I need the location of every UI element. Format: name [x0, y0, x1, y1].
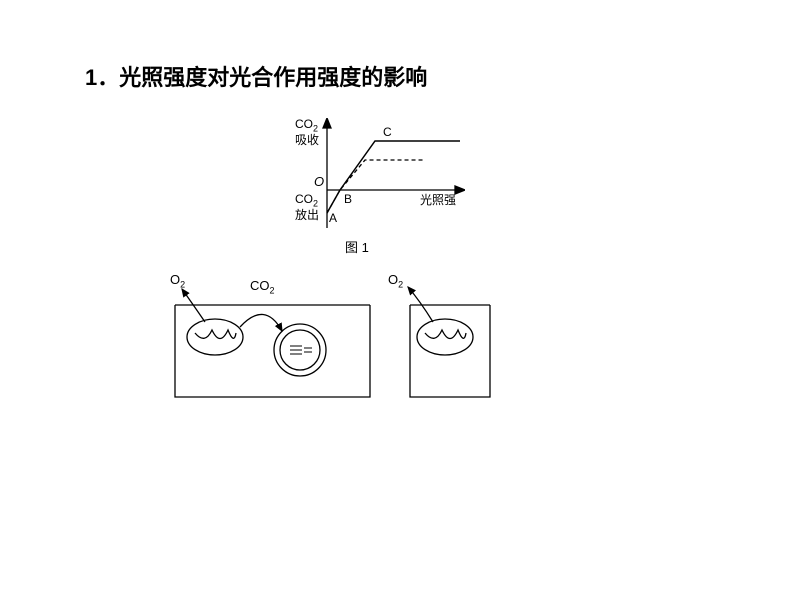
cells-svg — [170, 275, 510, 415]
point-c-label: C — [383, 125, 392, 139]
o2-right-label: O2 — [388, 273, 403, 290]
y-bot-label: CO2 放出 — [295, 193, 319, 222]
title-number: 1． — [85, 65, 119, 90]
cells-diagram: O2 CO2 O2 — [170, 275, 510, 420]
chart-1: O C B A 光照强 CO2 吸收 CO2 放出 图 1 — [265, 118, 465, 273]
title-text: 光照强度对光合作用强度的影响 — [119, 65, 427, 90]
y-top-label: CO2 吸收 — [295, 118, 319, 147]
page: 1．光照强度对光合作用强度的影响 O C B A 光照强 — [0, 0, 794, 596]
origin-label: O — [314, 174, 324, 189]
point-b-label: B — [344, 192, 352, 206]
page-title: 1．光照强度对光合作用强度的影响 — [85, 60, 427, 92]
point-a-label: A — [329, 211, 337, 225]
co2-label: CO2 — [250, 279, 275, 296]
x-axis-label: 光照强 — [420, 193, 456, 207]
chart-1-caption: 图 1 — [345, 241, 369, 255]
o2-left-label: O2 — [170, 273, 185, 290]
